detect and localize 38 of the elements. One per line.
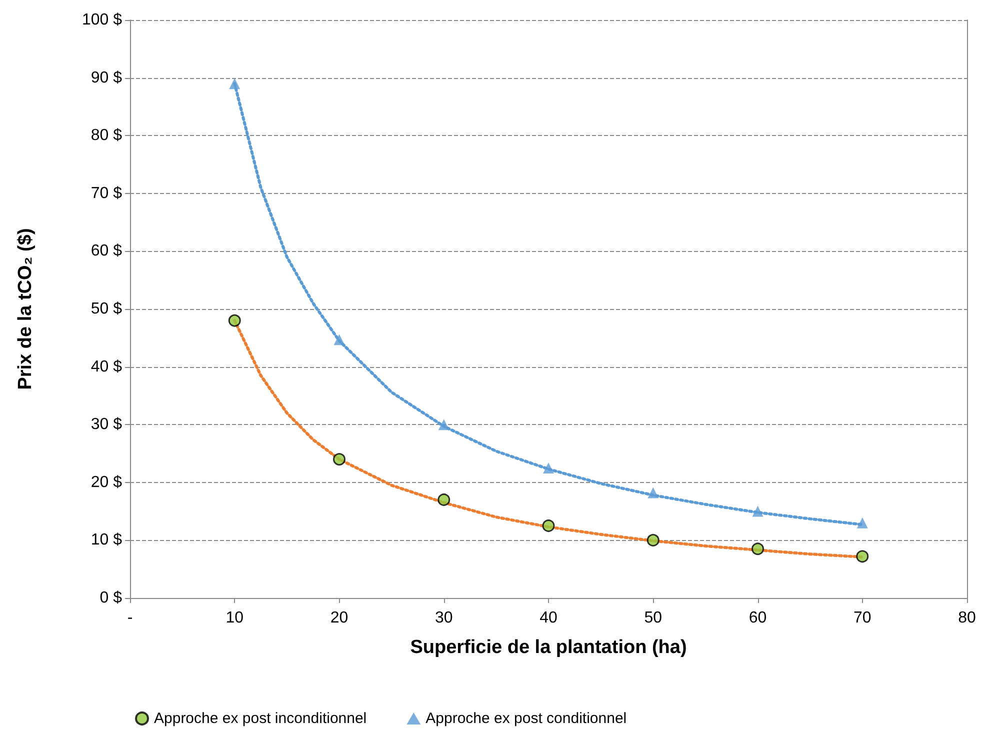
point: [542, 520, 555, 532]
point: [334, 334, 345, 346]
x-tick-label: 50: [644, 610, 662, 626]
y-tick-label: 40 $: [90, 358, 122, 376]
y-tick-label: 0 $: [100, 590, 122, 606]
y-tick-label: 20 $: [90, 474, 122, 491]
y-tick-label: 30 $: [90, 416, 122, 434]
point: [438, 493, 450, 506]
y-tick-label: 50 $: [90, 300, 122, 318]
point: [543, 462, 554, 474]
point: [333, 453, 346, 466]
x-tick-label: 60: [748, 610, 767, 626]
y-axis-title: Prix de la tCO₂ ($): [15, 228, 36, 390]
x-axis-title: Superficie de la plantation (ha): [410, 637, 687, 658]
y-tick-label: 100 $: [82, 12, 122, 28]
x-tick-label: 10: [226, 610, 244, 626]
legend-label: Approche ex post conditionnel: [426, 710, 627, 727]
point: [228, 314, 241, 327]
y-tick-label: 10 $: [90, 532, 122, 549]
point: [752, 542, 764, 556]
x-tick-label: 40: [540, 610, 558, 626]
point: [646, 534, 660, 546]
x-tick-label: 80: [958, 610, 976, 626]
point: [856, 550, 869, 563]
x-tick-label: 70: [853, 610, 872, 626]
legend-label: Approche ex post inconditionnel: [154, 710, 367, 727]
y-tick-label: 60 $: [90, 242, 122, 260]
point: [229, 78, 240, 90]
point: [438, 419, 450, 430]
x-tick-label: -: [127, 610, 133, 626]
point: [752, 506, 764, 517]
point: [856, 517, 868, 528]
point: [648, 487, 659, 498]
y-tick-label: 70 $: [90, 184, 122, 202]
x-tick-label: 30: [434, 610, 453, 626]
y-tick-label: 90 $: [90, 69, 122, 86]
x-tick-label: 20: [330, 610, 348, 626]
y-tick-label: 80 $: [90, 127, 122, 144]
